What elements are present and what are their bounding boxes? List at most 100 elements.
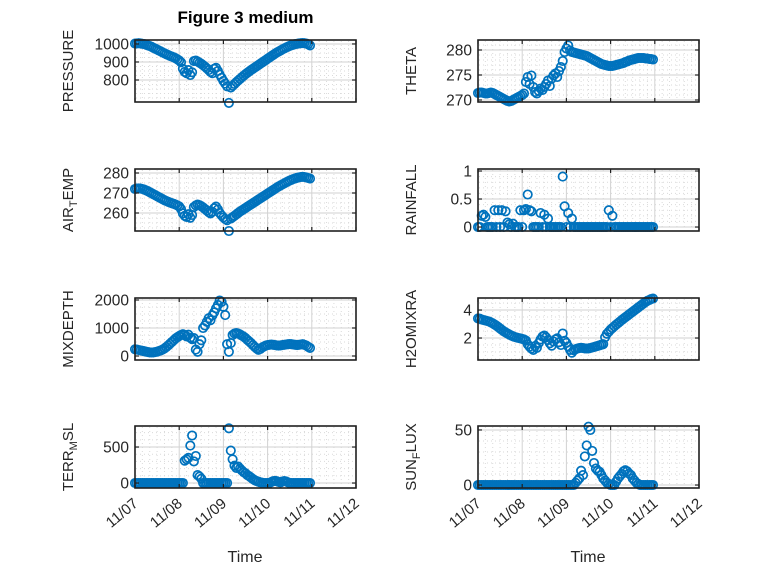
y-axis-label-TERR_MSL: TERRMSL — [60, 423, 80, 491]
y-axis-label-PRESSURE: PRESSURE — [60, 30, 77, 113]
y-tick-label: 270 — [446, 93, 472, 110]
y-tick-label: 0.5 — [450, 192, 472, 209]
data-point — [179, 330, 190, 341]
data-point — [222, 477, 233, 489]
y-tick-label: 900 — [103, 54, 129, 71]
x-tick-label: 11/11 — [280, 495, 318, 531]
data-point — [304, 40, 316, 51]
y-tick-label: 1000 — [95, 320, 130, 337]
data-point — [196, 335, 207, 346]
series-PRESSURE — [129, 38, 316, 108]
subplot-TERR_MSL: 0 500 TERRMSL 11/07 11/08 11/09 11/10 11/11 11/1… — [60, 423, 363, 532]
series-H2OMIXRA — [472, 293, 659, 358]
series-AIR_TEMP — [129, 171, 316, 237]
data-point — [531, 342, 542, 353]
subplot-AIR_TEMP: 260 270 280 AIRTEMP — [60, 166, 357, 237]
data-point — [577, 470, 589, 481]
data-point — [231, 462, 242, 473]
x-tick-label: 11/12 — [667, 495, 706, 531]
axes-box — [477, 425, 700, 489]
y-axis-label-MIXDEPTH: MIXDEPTH — [60, 290, 77, 368]
y-tick-label: 0 — [463, 478, 472, 495]
y-tick-label: 270 — [103, 186, 129, 203]
data-point — [304, 342, 316, 353]
y-axis-label-H2OMIXRA: H2OMIXRA — [403, 290, 420, 368]
data-point — [223, 423, 234, 434]
data-point — [557, 171, 568, 182]
axes-box — [134, 168, 357, 232]
y-tick-label: 280 — [103, 166, 129, 183]
x-tick-label: 11/08 — [490, 495, 529, 531]
data-point — [185, 440, 196, 451]
axes-box — [134, 297, 357, 361]
data-point — [522, 189, 533, 200]
data-point — [572, 475, 583, 486]
data-point — [526, 206, 537, 217]
y-axis-label-AIR_TEMP: AIRTEMP — [60, 168, 80, 232]
data-point — [518, 88, 530, 99]
data-point — [187, 430, 198, 441]
series-RAINFALL — [472, 171, 659, 233]
data-point — [188, 456, 199, 467]
data-point — [223, 97, 234, 108]
x-tick-label: 11/07 — [446, 495, 485, 531]
x-tick-label: 11/12 — [324, 495, 363, 531]
data-point — [220, 310, 231, 321]
y-tick-label: 0 — [463, 220, 472, 237]
y-axis-label-THETA: THETA — [403, 47, 420, 95]
data-point — [177, 477, 188, 489]
data-point — [175, 57, 187, 68]
data-point — [647, 54, 659, 65]
axes-box — [134, 39, 357, 103]
data-point — [607, 210, 618, 221]
x-axis-label-right: Time — [570, 549, 606, 566]
subplot-MIXDEPTH: 0 1000 2000 MIXDEPTH — [60, 290, 357, 368]
axes-box — [477, 297, 700, 361]
x-tick-label: 11/08 — [147, 495, 186, 531]
y-tick-label: 1 — [463, 164, 472, 181]
data-point — [647, 479, 659, 491]
data-point — [557, 55, 568, 67]
x-tick-label: 11/09 — [534, 495, 573, 531]
series-MIXDEPTH — [129, 295, 316, 358]
data-point — [489, 205, 500, 216]
y-axis-label-SUN_FLUX: SUNFLUX — [403, 423, 423, 491]
y-tick-label: 0 — [120, 348, 129, 365]
data-point — [526, 70, 537, 81]
data-point — [480, 211, 491, 222]
y-tick-label: 800 — [103, 73, 129, 90]
data-point — [598, 339, 609, 350]
axes-box — [477, 168, 700, 232]
subplot-RAINFALL: 0 0.5 1 RAINFALL — [403, 164, 700, 237]
data-point — [555, 61, 566, 73]
data-point — [552, 71, 563, 83]
data-point — [205, 315, 216, 326]
y-tick-label: 260 — [103, 206, 129, 223]
x-tick-label: 11/11 — [623, 495, 661, 531]
data-point — [493, 205, 504, 216]
data-point — [478, 209, 489, 220]
y-axis-label-RAINFALL: RAINFALL — [403, 165, 420, 236]
x-tick-label: 11/07 — [103, 495, 142, 531]
data-point — [185, 332, 196, 343]
y-tick-label: 0 — [120, 476, 129, 493]
axes-box — [134, 425, 357, 489]
data-point — [187, 67, 198, 78]
x-tick-label: 11/09 — [191, 495, 230, 531]
x-tick-label: 11/10 — [235, 495, 274, 531]
subplot-THETA: 270 275 280 THETA — [403, 39, 700, 110]
y-tick-label: 280 — [446, 43, 472, 60]
y-tick-label: 275 — [446, 68, 472, 85]
y-tick-label: 4 — [463, 303, 472, 320]
x-tick-label: 11/10 — [578, 495, 617, 531]
data-point — [190, 450, 201, 462]
axes-box — [477, 39, 700, 103]
data-point — [304, 173, 316, 184]
data-point — [500, 206, 511, 217]
data-point — [174, 55, 185, 66]
data-point — [581, 440, 592, 451]
data-point — [588, 457, 600, 469]
